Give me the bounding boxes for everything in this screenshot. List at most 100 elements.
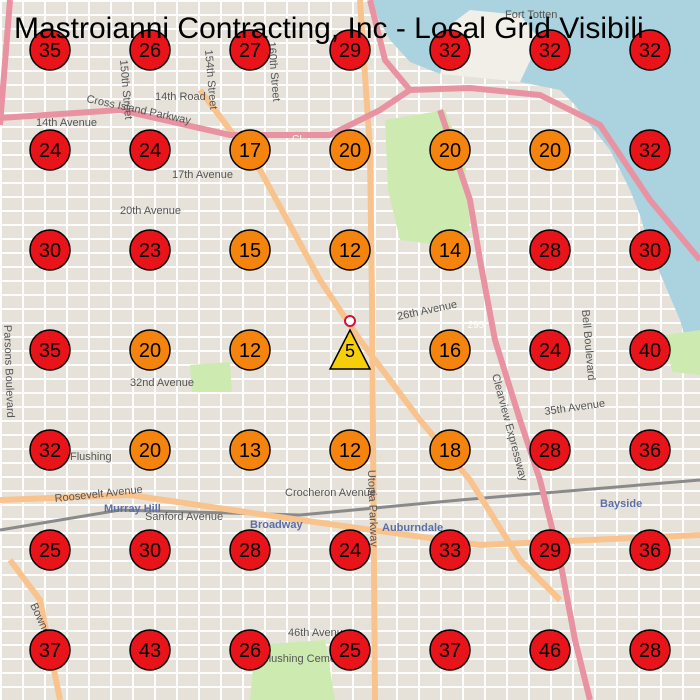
rank-marker[interactable]: 35 (29, 329, 71, 371)
rank-marker[interactable]: 33 (429, 529, 471, 571)
rank-marker[interactable]: 24 (129, 129, 171, 171)
rank-value: 46 (539, 640, 561, 662)
label-i-295: I 295 (462, 320, 485, 331)
water-body (372, 0, 700, 370)
rank-circle (129, 629, 171, 671)
rank-marker[interactable]: 37 (29, 629, 71, 671)
rank-marker[interactable]: 32 (429, 29, 471, 71)
rank-circle (129, 129, 171, 171)
label-14th-avenue: 14th Avenue (36, 117, 97, 129)
rank-value: 12 (339, 440, 361, 462)
rank-circle (629, 129, 671, 171)
rank-value: 28 (639, 640, 661, 662)
rank-value: 27 (239, 40, 261, 62)
label-auburndale: Auburndale (382, 522, 443, 534)
rank-circle (429, 129, 471, 171)
rank-marker[interactable]: 20 (429, 129, 471, 171)
label-20th-avenue: 20th Avenue (120, 205, 181, 217)
rank-marker[interactable]: 20 (129, 429, 171, 471)
rank-circle (329, 629, 371, 671)
rank-marker[interactable]: 36 (629, 529, 671, 571)
rank-value: 17 (239, 140, 261, 162)
rank-circle (29, 429, 71, 471)
label-ci: CI (292, 134, 302, 145)
label-46th-avenue: 46th Avenue (288, 627, 349, 639)
rank-marker[interactable]: 25 (29, 529, 71, 571)
rank-circle (229, 29, 271, 71)
rank-marker[interactable]: 32 (529, 29, 571, 71)
rank-marker[interactable]: 23 (129, 229, 171, 271)
rank-circle (429, 429, 471, 471)
rank-marker[interactable]: 12 (329, 429, 371, 471)
rank-marker[interactable]: 28 (229, 529, 271, 571)
rank-value: 24 (39, 140, 61, 162)
rank-marker[interactable]: 16 (429, 329, 471, 371)
rank-marker[interactable]: 35 (29, 29, 71, 71)
rank-marker[interactable]: 29 (329, 29, 371, 71)
rank-value: 20 (339, 140, 361, 162)
rank-marker[interactable]: 30 (129, 529, 171, 571)
rank-circle (129, 29, 171, 71)
rank-circle (229, 329, 271, 371)
rank-marker[interactable]: 15 (229, 229, 271, 271)
rank-marker[interactable]: 17 (229, 129, 271, 171)
label-32nd-avenue: 32nd Avenue (130, 377, 194, 389)
rank-marker[interactable]: 20 (329, 129, 371, 171)
rank-marker[interactable]: 30 (29, 229, 71, 271)
rank-value: 24 (339, 540, 361, 562)
center-rank-value: 5 (345, 341, 355, 361)
rank-circle (129, 429, 171, 471)
rank-value: 25 (339, 640, 361, 662)
label-utopia-parkway: Utopia Parkway (365, 470, 380, 548)
rank-circle (629, 429, 671, 471)
rank-value: 26 (139, 40, 161, 62)
rank-value: 33 (439, 540, 461, 562)
rank-value: 37 (39, 640, 61, 662)
rank-value: 24 (539, 340, 561, 362)
rank-value: 20 (139, 440, 161, 462)
rank-circle (29, 29, 71, 71)
rank-marker[interactable]: 46 (529, 629, 571, 671)
rank-marker[interactable]: 24 (529, 329, 571, 371)
rank-marker[interactable]: 12 (229, 329, 271, 371)
rank-marker[interactable]: 24 (329, 529, 371, 571)
rank-marker[interactable]: 18 (429, 429, 471, 471)
rank-marker[interactable]: 28 (529, 229, 571, 271)
rank-marker[interactable]: 32 (629, 29, 671, 71)
label-14th-road: 14th Road (155, 91, 206, 103)
rank-marker[interactable]: 14 (429, 229, 471, 271)
page-title: Mastroianni Contracting, Inc - Local Gri… (14, 12, 644, 45)
rank-marker[interactable]: 28 (629, 629, 671, 671)
railway-line (0, 478, 700, 532)
rank-value: 26 (239, 640, 261, 662)
rank-marker[interactable]: 24 (29, 129, 71, 171)
rank-marker[interactable]: 37 (429, 629, 471, 671)
rank-value: 28 (539, 240, 561, 262)
rank-marker[interactable]: 12 (329, 229, 371, 271)
rank-marker[interactable]: 20 (129, 329, 171, 371)
rank-marker[interactable]: 36 (629, 429, 671, 471)
rank-marker[interactable]: 40 (629, 329, 671, 371)
rank-marker[interactable]: 32 (29, 429, 71, 471)
rank-value: 29 (339, 40, 361, 62)
rank-circle (629, 629, 671, 671)
rank-circle (629, 329, 671, 371)
center-triangle-icon (328, 328, 372, 370)
rank-marker[interactable]: 27 (229, 29, 271, 71)
rank-marker[interactable]: 13 (229, 429, 271, 471)
rank-circle (429, 529, 471, 571)
rank-marker[interactable]: 29 (529, 529, 571, 571)
rank-value: 32 (539, 40, 561, 62)
rank-marker[interactable]: 43 (129, 629, 171, 671)
rank-marker[interactable]: 5 (328, 315, 372, 370)
rank-marker[interactable]: 20 (529, 129, 571, 171)
rank-marker[interactable]: 25 (329, 629, 371, 671)
rank-marker[interactable]: 30 (629, 229, 671, 271)
rank-marker[interactable]: 26 (129, 29, 171, 71)
rank-value: 36 (639, 440, 661, 462)
rank-marker[interactable]: 26 (229, 629, 271, 671)
rank-marker[interactable]: 28 (529, 429, 571, 471)
rank-marker[interactable]: 32 (629, 129, 671, 171)
rank-value: 30 (139, 540, 161, 562)
